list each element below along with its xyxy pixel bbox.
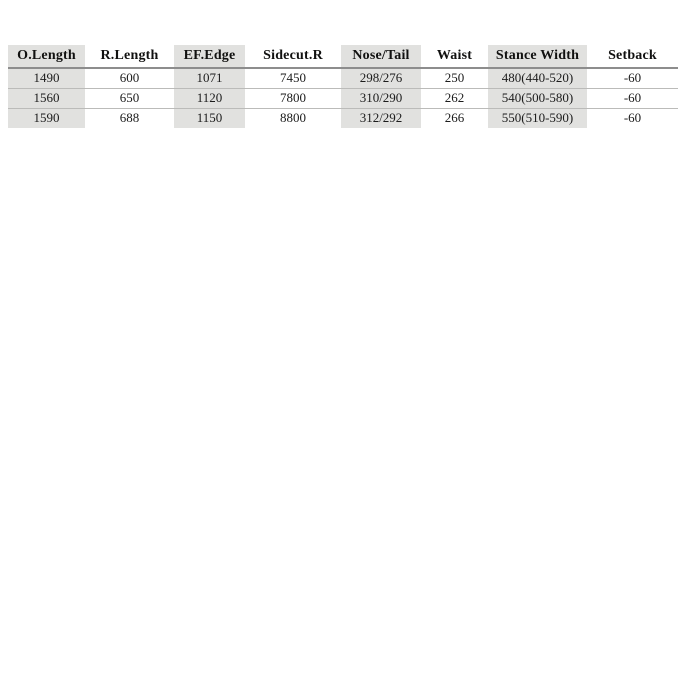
cell-stance-width: 480(440-520) [488,68,587,89]
cell-nose-tail: 312/292 [341,108,421,128]
column-header-setback: Setback [587,45,678,69]
cell-setback: -60 [623,110,642,126]
cell-o-length: 1590 [8,108,85,128]
cell-waist: 262 [421,88,488,109]
cell-waist: 250 [421,68,488,89]
cell-stance-width: 540(500-580) [488,88,587,109]
cell-sidecut-r: 7800 [245,88,341,109]
column-header-o-length: O.Length [8,45,85,69]
cell-nose-tail: 310/290 [341,88,421,109]
column-header-stance-width: Stance Width [488,45,587,69]
cell-ef-edge: 1150 [174,108,245,128]
cell-sidecut-r: 7450 [245,68,341,89]
cell-r-length: 600 [85,68,174,89]
table-row: 1560 650 1120 7800 310/290 262 540(500-5… [8,88,678,109]
cell-r-length: 688 [119,110,140,126]
table-row: 1590 688 1150 8800 312/292 266 550(510-5… [8,108,678,128]
cell-o-length: 1490 [8,68,85,89]
header-row: O.Length R.Length EF.Edge Sidecut.R Nose… [8,45,678,69]
cell-nose-tail: 298/276 [341,68,421,89]
column-header-sidecut-r: Sidecut.R [245,45,341,69]
column-header-r-length: R.Length [85,45,174,69]
table-row: 1490 600 1071 7450 298/276 250 480(440-5… [8,68,678,89]
cell-setback: -60 [587,68,678,89]
cell-ef-edge: 1120 [174,88,245,109]
spec-table: O.Length R.Length EF.Edge Sidecut.R Nose… [8,45,678,128]
column-header-waist: Waist [421,45,488,69]
cell-r-length: 650 [85,88,174,109]
cell-ef-edge: 1071 [174,68,245,89]
cell-sidecut-r: 8800 [280,110,306,126]
column-header-ef-edge: EF.Edge [174,45,245,69]
cell-stance-width: 550(510-590) [488,108,587,128]
cell-o-length: 1560 [8,88,85,109]
board-spec-table: O.Length R.Length EF.Edge Sidecut.R Nose… [8,45,678,128]
cell-waist: 266 [444,110,465,126]
cell-setback: -60 [587,88,678,109]
column-header-nose-tail: Nose/Tail [341,45,421,69]
